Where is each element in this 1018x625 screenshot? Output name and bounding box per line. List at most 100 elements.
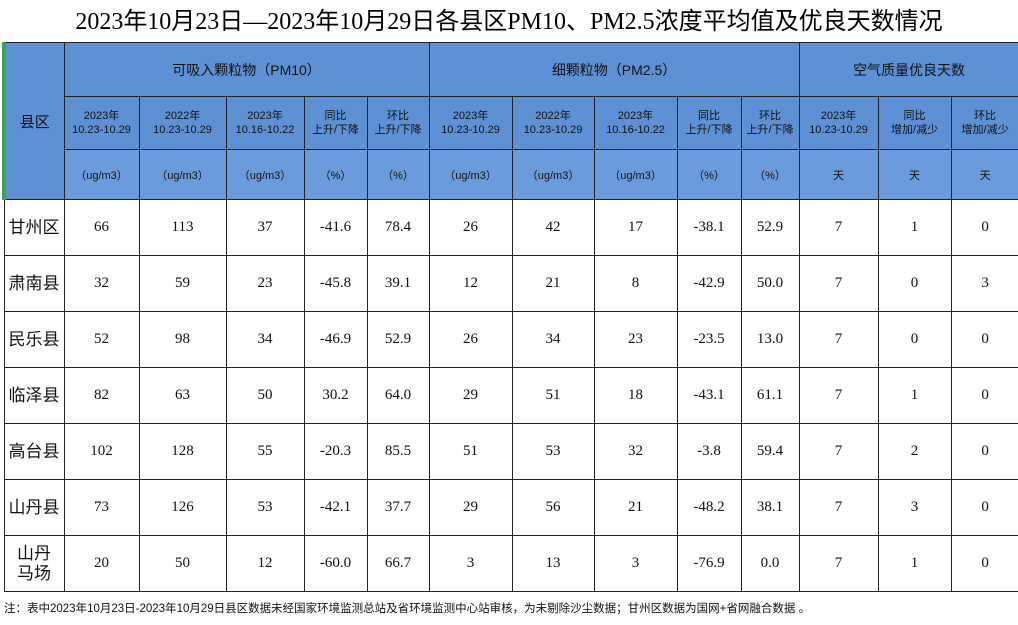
value-cell: 98 [138,311,227,368]
value-cell: 7 [798,199,879,256]
value-cell: 82 [63,367,140,424]
district-header: 县区 [2,42,65,200]
district-cell: 山丹县 [3,479,65,536]
value-cell: 0 [877,311,952,368]
value-cell: -76.9 [676,535,742,592]
value-cell: 29 [428,367,513,424]
value-cell: 12 [428,255,513,312]
value-cell: -60.0 [303,535,368,592]
value-cell: -43.1 [676,367,742,424]
value-cell: 51 [428,423,513,480]
value-cell: 66.7 [366,535,430,592]
unit-header: （%） [676,149,742,200]
table-row: 民乐县 52 98 34 -46.9 52.9 26 34 23 -23.5 13.0 7 0 0 [3,311,1018,368]
value-cell: 39.1 [366,255,430,312]
group-header: 空气质量优良天数 [798,42,1018,97]
unit-header: 天 [798,149,879,200]
value-cell: 0 [950,535,1018,592]
unit-header: （ug/m3） [63,149,140,200]
table-row: 2023年 10.23-10.29 2022年 10.23-10.29 2023年 … [4,96,1018,150]
value-cell: 0 [950,479,1018,536]
value-cell: 0 [877,255,952,312]
table-row: 县区 可吸入颗粒物（PM10） 细颗粒物（PM2.5） 空气质量优良天数 [2,42,1018,200]
district-cell: 山丹 马场 [3,535,65,592]
table-row: 山丹县 73 126 53 -42.1 37.7 29 56 21 -48.2 38.1 7 3 0 [3,479,1018,536]
value-cell: 23 [593,311,678,368]
group-header: 细颗粒物（PM2.5） [428,42,800,97]
value-cell: 64.0 [366,367,430,424]
value-cell: 0 [950,199,1018,256]
table-row: 临泽县 82 63 50 30.2 64.0 29 51 18 -43.1 61.1 7 1 0 [3,367,1018,424]
district-cell: 临泽县 [3,367,65,424]
table-row: 高台县 102 128 55 -20.3 85.5 51 53 32 -3.8 59.4 7 2 0 [3,423,1018,480]
value-cell: 3 [877,479,952,536]
value-cell: 102 [63,423,140,480]
value-cell: -23.5 [676,311,742,368]
value-cell: 7 [798,311,879,368]
value-cell: -20.3 [303,423,368,480]
value-cell: 59 [138,255,227,312]
value-cell: 21 [593,479,678,536]
value-cell: 38.1 [740,479,800,536]
value-cell: 0.0 [740,535,800,592]
period-header: 同比 上升/下降 [303,96,368,150]
value-cell: 55 [225,423,305,480]
value-cell: 32 [593,423,678,480]
data-table: 县区 可吸入颗粒物（PM10） 细颗粒物（PM2.5） 空气质量优良天数 2023年 1… [2,42,1018,592]
value-cell: 7 [798,535,879,592]
table-row: （ug/m3） （ug/m3） （ug/m3） （%） （%） （ug/m3） （ug/m3… [4,149,1018,200]
unit-header: （%） [303,149,368,200]
value-cell: -42.9 [676,255,742,312]
value-cell: 13.0 [740,311,800,368]
value-cell: 53 [225,479,305,536]
value-cell: 66 [63,199,140,256]
period-header: 同比 增加/减少 [877,96,952,150]
period-header: 2023年 10.16-10.22 [225,96,305,150]
unit-header: （ug/m3） [428,149,513,200]
value-cell: 113 [138,199,227,256]
period-header: 环比 增加/减少 [950,96,1018,150]
value-cell: 20 [63,535,140,592]
value-cell: 63 [138,367,227,424]
value-cell: 12 [225,535,305,592]
unit-header: （ug/m3） [138,149,227,200]
value-cell: -3.8 [676,423,742,480]
value-cell: 73 [63,479,140,536]
value-cell: 13 [511,535,595,592]
value-cell: 0 [950,311,1018,368]
period-header: 2023年 10.23-10.29 [63,96,140,150]
period-header: 同比 上升/下降 [676,96,742,150]
value-cell: 50 [138,535,227,592]
period-header: 2023年 10.23-10.29 [428,96,513,150]
table-row: 肃南县 32 59 23 -45.8 39.1 12 21 8 -42.9 50.0 7 0 3 [3,255,1018,312]
title: 2023年10月23日—2023年10月29日各县区PM10、PM2.5浓度平均… [75,9,943,35]
value-cell: 7 [798,479,879,536]
value-cell: -48.2 [676,479,742,536]
value-cell: 26 [428,199,513,256]
value-cell: -45.8 [303,255,368,312]
value-cell: 52.9 [740,199,800,256]
value-cell: 7 [798,255,879,312]
value-cell: 52.9 [366,311,430,368]
value-cell: 78.4 [366,199,430,256]
value-cell: 2 [877,423,952,480]
period-header: 环比 上升/下降 [740,96,800,150]
value-cell: 59.4 [740,423,800,480]
value-cell: 42 [511,199,595,256]
value-cell: 34 [225,311,305,368]
value-cell: 37 [225,199,305,256]
district-cell: 高台县 [3,423,65,480]
table-row: 山丹 马场 20 50 12 -60.0 66.7 3 13 3 -76.9 0.0 7 1 0 [3,535,1018,592]
group-header: 可吸入颗粒物（PM10） [63,42,430,97]
unit-header: 天 [950,149,1018,200]
footnote: 注：表中2023年10月23日-2023年10月29日县区数据未经国家环境监测总… [4,603,811,615]
value-cell: 53 [511,423,595,480]
table-row: 甘州区 66 113 37 -41.6 78.4 26 42 17 -38.1 52.9 7 1 0 [3,199,1018,256]
value-cell: 85.5 [366,423,430,480]
value-cell: 128 [138,423,227,480]
district-cell: 民乐县 [3,311,65,368]
district-cell: 肃南县 [3,255,65,312]
value-cell: 50.0 [740,255,800,312]
value-cell: 0 [950,423,1018,480]
